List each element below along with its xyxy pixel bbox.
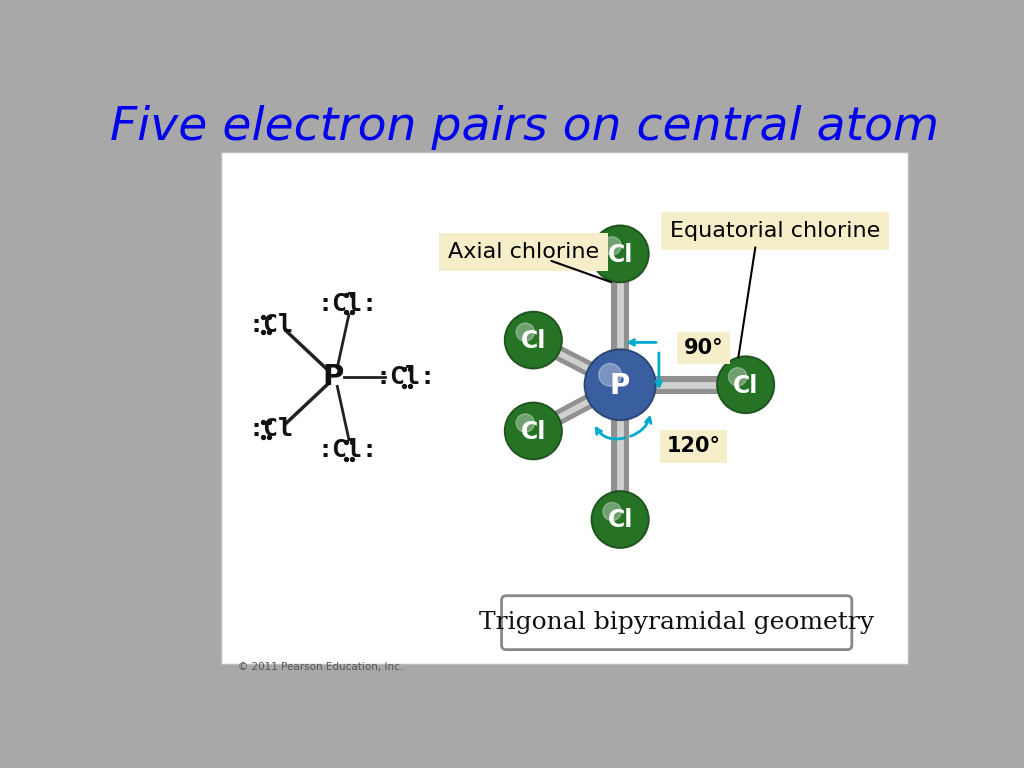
Text: Trigonal bipyramidal geometry: Trigonal bipyramidal geometry [479,611,874,634]
Circle shape [719,359,773,412]
Text: :Cl:: :Cl: [317,292,377,316]
Circle shape [511,318,558,365]
Circle shape [585,349,655,420]
Circle shape [505,402,562,459]
Circle shape [513,411,557,454]
Circle shape [592,225,649,283]
Text: :Cl: :Cl [249,418,294,442]
Text: © 2011 Pearson Education, Inc.: © 2011 Pearson Education, Inc. [238,661,403,671]
Circle shape [594,227,647,281]
Circle shape [723,362,770,409]
Circle shape [598,232,645,278]
Text: 90°: 90° [684,338,723,358]
Text: Axial chlorine: Axial chlorine [447,243,599,263]
Text: Cl: Cl [607,243,633,266]
Circle shape [516,323,535,341]
Circle shape [516,414,535,432]
Circle shape [592,491,649,548]
Text: :Cl:: :Cl: [376,365,435,389]
Circle shape [513,320,557,363]
Text: Cl: Cl [607,508,633,532]
Circle shape [603,502,622,521]
Circle shape [725,365,769,408]
Circle shape [728,368,746,386]
Text: Cl: Cl [733,373,759,398]
Circle shape [511,409,558,455]
Circle shape [721,360,772,411]
Circle shape [603,237,622,255]
Circle shape [598,498,645,544]
Text: Equatorial chlorine: Equatorial chlorine [670,220,881,240]
Text: Five electron pairs on central atom: Five electron pairs on central atom [111,105,939,150]
Circle shape [507,405,561,458]
Text: Cl: Cl [520,420,546,444]
Text: P: P [323,363,344,391]
Circle shape [592,225,649,283]
Circle shape [509,316,559,366]
Circle shape [600,233,643,277]
FancyBboxPatch shape [502,596,852,650]
Circle shape [717,356,774,413]
Circle shape [505,312,562,369]
Circle shape [507,313,561,367]
Text: Cl: Cl [520,329,546,353]
Circle shape [509,407,559,457]
FancyBboxPatch shape [221,152,907,664]
Circle shape [592,357,650,415]
Text: :Cl: :Cl [249,313,294,336]
Circle shape [599,363,622,386]
Circle shape [596,495,646,545]
Circle shape [505,402,562,459]
Text: :Cl:: :Cl: [317,439,377,462]
Circle shape [587,352,654,419]
Text: 120°: 120° [667,436,721,456]
Circle shape [717,356,774,413]
Circle shape [596,230,646,280]
Text: P: P [610,372,630,399]
Circle shape [600,499,643,543]
Circle shape [592,491,649,548]
Circle shape [595,359,649,413]
Circle shape [594,493,647,547]
Circle shape [590,354,652,417]
Circle shape [505,312,562,369]
Circle shape [585,349,655,420]
